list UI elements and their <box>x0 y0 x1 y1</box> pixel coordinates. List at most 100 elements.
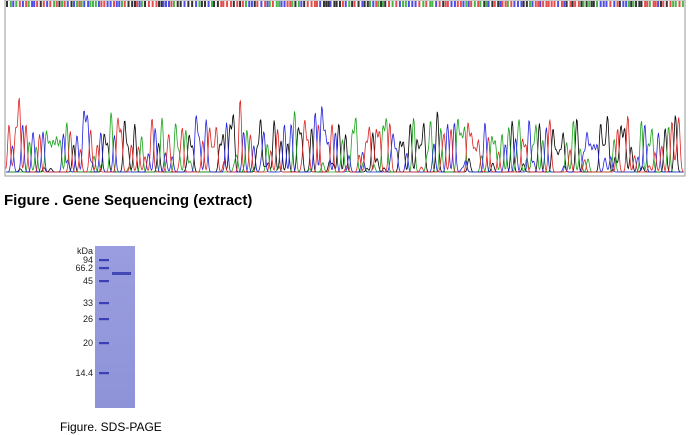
base-call <box>531 1 534 7</box>
base-call <box>109 1 112 7</box>
base-call <box>136 1 139 7</box>
base-call <box>357 1 360 7</box>
base-call <box>391 1 394 7</box>
base-call <box>659 1 662 7</box>
base-call <box>78 1 81 7</box>
base-call <box>160 1 163 7</box>
base-call <box>550 1 553 7</box>
ladder-band <box>99 318 109 321</box>
base-call <box>21 1 24 7</box>
base-call <box>487 1 490 7</box>
base-call <box>553 1 556 7</box>
base-call <box>646 1 649 7</box>
base-call <box>456 1 459 7</box>
base-call <box>418 1 421 7</box>
base-call <box>592 1 595 7</box>
base-call <box>380 1 383 7</box>
base-call <box>348 1 351 7</box>
base-call <box>123 1 126 7</box>
base-call <box>473 1 476 7</box>
base-call <box>264 1 267 7</box>
base-call <box>42 1 45 7</box>
base-call <box>250 1 253 7</box>
base-call <box>580 1 583 7</box>
base-call <box>325 1 328 7</box>
base-call <box>560 1 563 7</box>
base-call <box>103 1 106 7</box>
base-call <box>300 1 303 7</box>
base-call <box>627 1 630 7</box>
base-call <box>534 1 537 7</box>
base-call <box>36 1 39 7</box>
base-call <box>204 1 207 7</box>
base-call <box>76 1 79 7</box>
base-call <box>12 1 15 7</box>
base-call <box>429 1 432 7</box>
base-call <box>665 1 668 7</box>
base-call <box>239 1 242 7</box>
base-call <box>648 1 651 7</box>
base-call <box>529 1 532 7</box>
base-call <box>315 1 318 7</box>
base-call <box>382 1 385 7</box>
base-call <box>9 1 12 7</box>
base-call <box>366 1 369 7</box>
base-call <box>97 1 100 7</box>
base-call <box>155 1 158 7</box>
base-call <box>164 1 167 7</box>
base-call <box>53 1 56 7</box>
base-call <box>341 1 344 7</box>
base-call <box>477 1 480 7</box>
base-call <box>652 1 655 7</box>
base-call <box>622 1 625 7</box>
base-call <box>372 1 375 7</box>
base-call <box>635 1 638 7</box>
base-call <box>133 1 136 7</box>
base-call <box>435 1 438 7</box>
base-call <box>501 1 504 7</box>
base-call <box>616 1 619 7</box>
base-call <box>368 1 371 7</box>
trace <box>5 97 684 173</box>
base-call <box>422 1 425 7</box>
base-call <box>83 1 86 7</box>
base-call <box>162 1 165 7</box>
base-call <box>625 1 628 7</box>
base-call <box>329 1 332 7</box>
base-call <box>640 1 643 7</box>
base-call <box>613 1 616 7</box>
ladder-band <box>99 372 109 375</box>
base-call <box>590 1 593 7</box>
base-call <box>210 1 213 7</box>
ladder-band <box>99 259 109 262</box>
base-call <box>681 1 684 7</box>
base-call <box>222 1 225 7</box>
base-call <box>322 1 325 7</box>
base-call <box>563 1 566 7</box>
base-call <box>545 1 548 7</box>
base-call <box>158 1 161 7</box>
base-call <box>183 1 186 7</box>
base-call <box>571 1 574 7</box>
base-call <box>100 1 103 7</box>
caption: Figure . Gene Sequencing (extract) <box>4 192 252 209</box>
base-call <box>485 1 488 7</box>
base-call <box>599 1 602 7</box>
base-call <box>388 1 391 7</box>
base-call <box>465 1 468 7</box>
ladder-band <box>99 342 109 345</box>
base-call <box>565 1 568 7</box>
base-call <box>87 1 90 7</box>
base-call <box>58 1 61 7</box>
base-call <box>61 1 64 7</box>
base-call <box>216 1 219 7</box>
base-call <box>574 1 577 7</box>
base-call <box>294 1 297 7</box>
ladder-label: 33 <box>83 298 93 308</box>
base-call <box>92 1 95 7</box>
base-call <box>207 1 210 7</box>
base-call <box>313 1 316 7</box>
base-call <box>414 1 417 7</box>
base-call <box>632 1 635 7</box>
